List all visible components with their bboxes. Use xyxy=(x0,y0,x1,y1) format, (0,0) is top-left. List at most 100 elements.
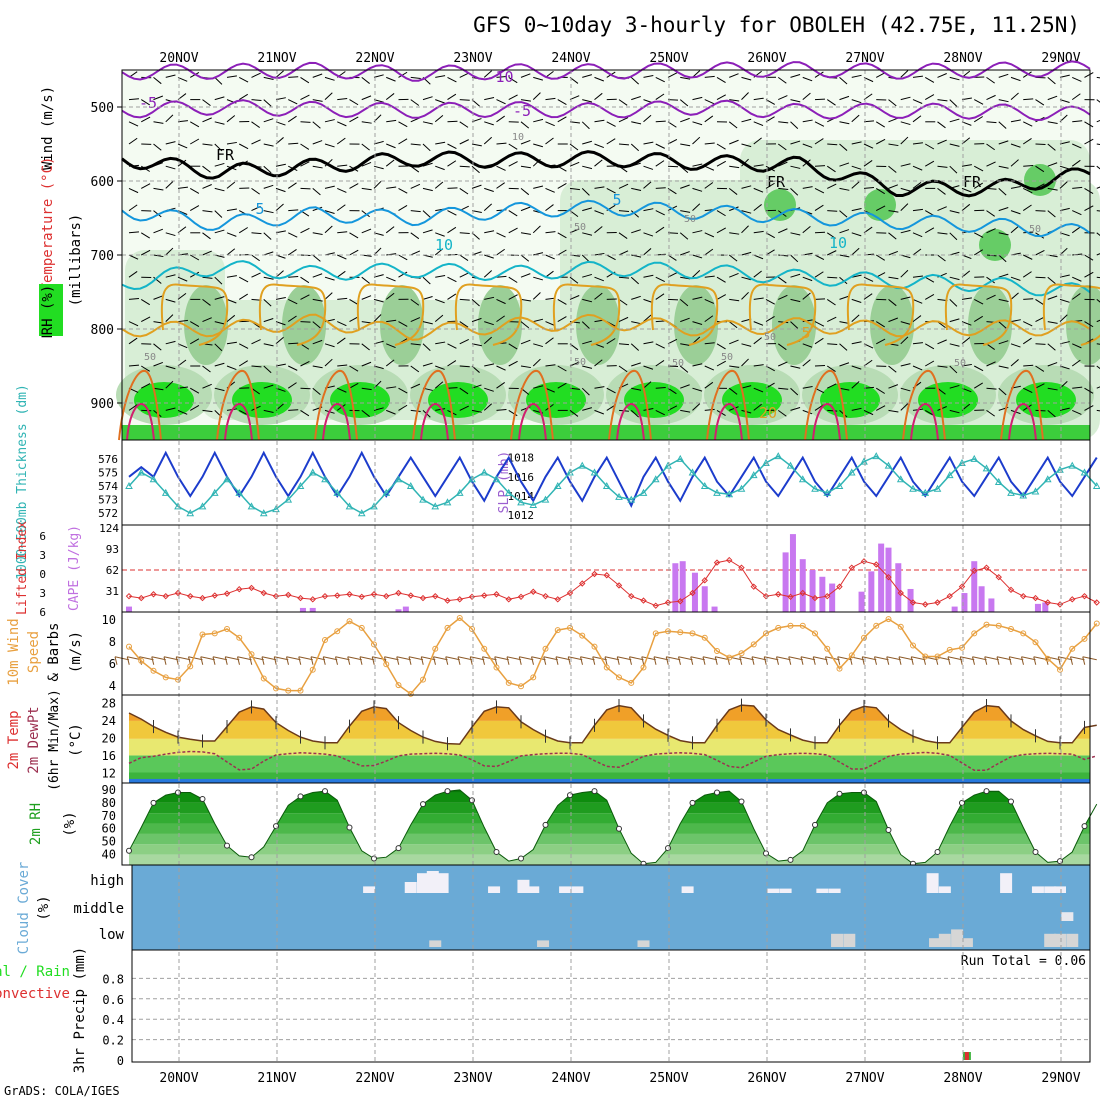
wind-barb xyxy=(582,232,593,236)
surface-wind-barb xyxy=(261,656,277,661)
thickness-tick-label: 576 xyxy=(98,453,118,466)
wind-barb xyxy=(520,99,531,102)
wind-barb xyxy=(165,74,176,78)
cape-tick-label: 124 xyxy=(99,522,119,535)
wind-barb xyxy=(630,143,640,152)
wind-barb xyxy=(153,187,164,191)
wind-barb xyxy=(545,270,554,278)
wind-barb xyxy=(778,361,788,367)
wind-barb xyxy=(998,99,1009,103)
wind-speed-point xyxy=(799,622,806,629)
wind-barb xyxy=(312,365,323,369)
li-point xyxy=(456,596,463,603)
precip-tick-label: 0.4 xyxy=(102,1013,124,1027)
wind-barb xyxy=(961,203,971,211)
wind-barb xyxy=(1035,143,1046,146)
wind-barb xyxy=(888,250,899,256)
rh-zone-high xyxy=(979,229,1011,261)
wind-barb xyxy=(435,274,446,278)
wind-barb xyxy=(165,114,174,123)
wind-barb xyxy=(606,138,616,145)
wind-barb xyxy=(986,76,995,84)
thickness-point xyxy=(688,468,697,476)
rh-band xyxy=(129,833,1090,845)
wind-barb xyxy=(177,120,188,123)
rh-tick-label: 60 xyxy=(102,822,116,836)
wind-speed-point xyxy=(995,622,1002,629)
wind-barb xyxy=(692,270,701,278)
wind-barb xyxy=(520,121,530,129)
cloud-cell-high xyxy=(517,879,530,893)
wind-barb xyxy=(851,341,862,345)
wind-barb xyxy=(520,321,530,329)
wind-barb xyxy=(496,182,505,189)
wind-barb xyxy=(839,229,850,234)
surface-wind-barb xyxy=(176,656,191,661)
wind-barb xyxy=(1084,121,1094,128)
panel-frame xyxy=(131,949,1091,1063)
cloud-cell-high xyxy=(681,886,694,893)
wind-speed-point xyxy=(138,657,145,664)
surface-wind-barb xyxy=(286,656,301,661)
wind-barb xyxy=(594,210,605,215)
wind-barb xyxy=(263,99,272,107)
li-point xyxy=(934,599,941,606)
wind-barb xyxy=(177,386,188,389)
wind-barb xyxy=(949,276,960,281)
wind-barb xyxy=(496,382,505,389)
wind-barb xyxy=(324,358,333,367)
wind-barb xyxy=(324,210,335,215)
wind-barb xyxy=(300,321,311,323)
wind-barb xyxy=(484,321,494,326)
precip-tick-label: 0.6 xyxy=(102,993,124,1007)
wind-barb xyxy=(973,315,983,323)
cloud-cell-low xyxy=(951,929,964,947)
y-axis-label-dewpt: 2m DewPt xyxy=(26,706,42,773)
wind-barb xyxy=(692,363,703,367)
wind-barb xyxy=(337,387,347,393)
rh-zone-high xyxy=(330,382,390,418)
wind-barb xyxy=(753,297,764,300)
wind-barb xyxy=(226,314,236,322)
wind-barb xyxy=(336,270,346,278)
thickness-point xyxy=(321,475,329,483)
temp-band xyxy=(129,720,1090,739)
thickness-point xyxy=(860,457,868,465)
wind-barb xyxy=(532,358,541,367)
wind-barb xyxy=(349,316,359,323)
wind-barb xyxy=(753,230,764,234)
wind-barb xyxy=(337,231,348,234)
wind-barb xyxy=(814,187,825,194)
wind-speed-point xyxy=(873,622,880,629)
wind-speed-point xyxy=(603,664,610,671)
wind-barb xyxy=(949,210,960,214)
wind-barb xyxy=(949,99,958,107)
surface-wind-barb xyxy=(1009,656,1024,661)
rh-point xyxy=(444,788,451,795)
surface-wind-barb xyxy=(751,656,767,661)
date-label-bottom: 26NOV xyxy=(747,1071,786,1086)
wind-barb xyxy=(508,294,518,300)
surface-wind-barb-flag xyxy=(592,656,596,665)
thickness-point xyxy=(627,495,636,503)
rh-band xyxy=(129,823,1090,834)
wind-barb xyxy=(1096,165,1100,170)
slp-tick-label: 1018 xyxy=(508,452,535,465)
surface-wind-barb-flag xyxy=(886,656,890,665)
isotherm-loop xyxy=(608,369,652,441)
wind-speed-point xyxy=(187,663,194,670)
wind-barb xyxy=(177,292,187,300)
wind-barb xyxy=(1023,364,1034,367)
li-point xyxy=(787,593,794,601)
cape-tick-label: 62 xyxy=(106,564,119,577)
rh-zone-mid xyxy=(674,285,718,365)
surface-wind-barb-flag xyxy=(224,656,228,665)
wind-barb xyxy=(667,99,679,101)
wind-barb xyxy=(912,115,922,123)
surface-wind-barb xyxy=(935,656,950,661)
wind-barb xyxy=(1010,319,1021,323)
surface-wind-barb xyxy=(604,656,620,661)
surface-wind-barb-flag xyxy=(641,656,645,665)
wind-barb xyxy=(937,188,946,195)
isotherm--10 xyxy=(121,60,1091,82)
